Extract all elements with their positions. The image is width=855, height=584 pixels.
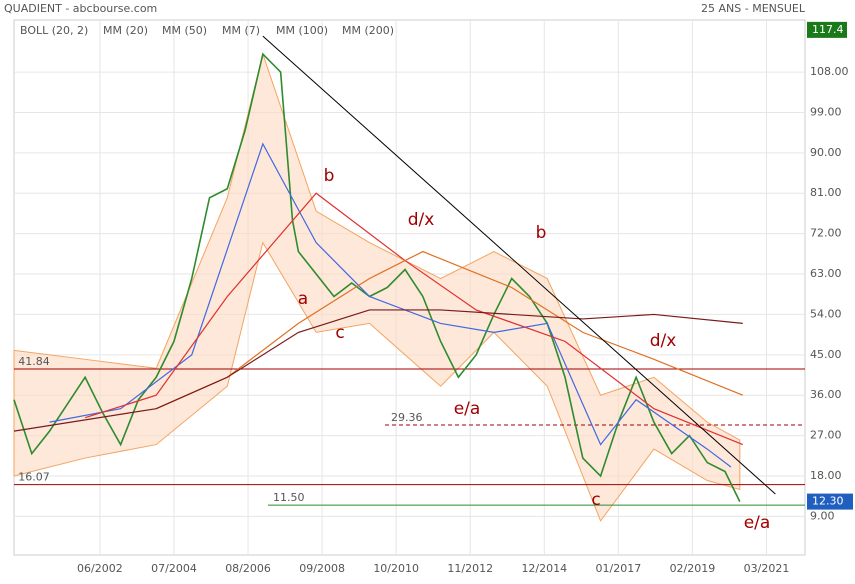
- x-tick-label: 10/2010: [373, 562, 419, 575]
- wave-label: a: [298, 289, 308, 309]
- chart-title: QUADIENT - abcbourse.com: [4, 2, 157, 15]
- y-tick-label: 72.00: [810, 227, 842, 240]
- y-tick-label: 27.00: [810, 429, 842, 442]
- wave-label: c: [335, 323, 344, 343]
- wave-label: e/a: [744, 513, 771, 533]
- legend-entry: BOLL (20, 2): [20, 24, 88, 37]
- y-tick-label: 63.00: [810, 267, 842, 280]
- legend-entry: MM (50): [162, 24, 207, 37]
- x-tick-label: 09/2008: [299, 562, 345, 575]
- y-tick-label: 18.00: [810, 469, 842, 482]
- last-tag: 12.30: [812, 495, 844, 508]
- trend-line: [262, 35, 776, 495]
- x-tick-label: 01/2017: [596, 562, 642, 575]
- price-line: [13, 309, 743, 432]
- x-tick-label: 08/2006: [225, 562, 271, 575]
- price-line: [155, 250, 744, 410]
- legend-entry: MM (100): [276, 24, 328, 37]
- legend-entry: MM (7): [222, 24, 260, 37]
- wave-label: b: [324, 166, 335, 186]
- level-label: 11.50: [273, 491, 305, 504]
- high-tag-box: [807, 21, 847, 38]
- wave-label: b: [536, 223, 547, 243]
- level-label: 29.36: [391, 411, 423, 424]
- y-tick-label: 90.00: [810, 146, 842, 159]
- price-line: [49, 142, 732, 468]
- y-tick-label: 81.00: [810, 186, 842, 199]
- x-tick-label: 02/2019: [670, 562, 716, 575]
- bollinger-band: [13, 52, 741, 522]
- y-tick-label: 108.00: [810, 65, 849, 78]
- y-tick-label: 9.00: [810, 509, 835, 522]
- x-tick-label: 07/2004: [151, 562, 197, 575]
- high-tag: 117.4: [812, 23, 844, 36]
- y-tick-label: 99.00: [810, 105, 842, 118]
- chart-subtitle: 25 ANS - MENSUEL: [701, 2, 806, 15]
- last-tag-box: [807, 493, 853, 510]
- wave-label: c: [591, 490, 600, 510]
- y-tick-label: 54.00: [810, 307, 842, 320]
- wave-label: e/a: [454, 399, 481, 419]
- y-tick-label: 36.00: [810, 388, 842, 401]
- x-tick-label: 12/2014: [521, 562, 567, 575]
- legend-entry: MM (200): [342, 24, 394, 37]
- wave-label: d/x: [650, 331, 677, 351]
- level-label: 41.84: [18, 355, 50, 368]
- level-label: 16.07: [18, 471, 50, 484]
- x-tick-label: 03/2021: [744, 562, 790, 575]
- x-tick-label: 06/2002: [77, 562, 123, 575]
- legend-entry: MM (20): [103, 24, 148, 37]
- wave-label: d/x: [408, 210, 435, 230]
- y-tick-label: 45.00: [810, 348, 842, 361]
- x-tick-label: 11/2012: [447, 562, 493, 575]
